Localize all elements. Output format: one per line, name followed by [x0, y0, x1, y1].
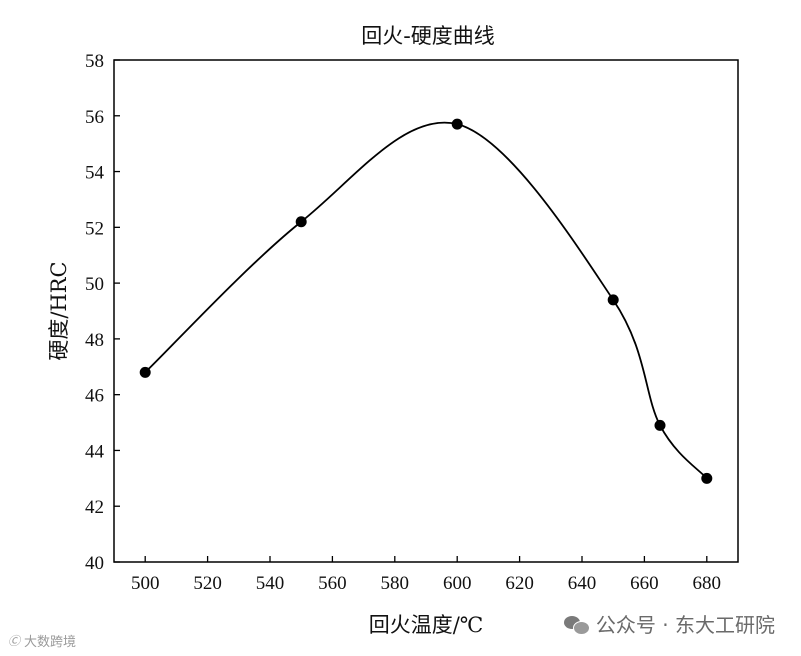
- x-tick-label: 560: [318, 573, 347, 594]
- y-tick-label: 48: [85, 330, 104, 351]
- y-tick-label: 42: [85, 497, 104, 518]
- y-axis-ticks: 40 42 44 46 48 50 52 54 56 58: [85, 51, 120, 574]
- y-tick-label: 58: [85, 51, 104, 72]
- x-axis-ticks: 500 520 540 560 580 600 620 640 660 680: [131, 556, 721, 594]
- y-tick-label: 54: [85, 163, 105, 184]
- watermark-wechat: 公众号 · 东大工研院: [563, 609, 775, 638]
- watermark-wechat-text: 公众号 · 东大工研院: [595, 613, 775, 637]
- y-axis-label: 硬度/HRC: [47, 261, 71, 360]
- x-tick-label: 520: [193, 573, 222, 594]
- data-point: [654, 419, 666, 431]
- y-tick-label: 46: [85, 386, 104, 407]
- y-tick-label: 50: [85, 274, 104, 295]
- y-tick-label: 56: [85, 107, 104, 128]
- data-point: [451, 118, 463, 130]
- series-line: [144, 121, 708, 479]
- plot-frame: [113, 59, 739, 563]
- x-tick-label: 500: [131, 573, 160, 594]
- watermark-brand: Ⓒ 大数跨境: [8, 631, 76, 650]
- x-tick-label: 600: [443, 573, 472, 594]
- wechat-icon: [563, 614, 590, 635]
- y-tick-label: 44: [85, 441, 105, 462]
- x-tick-label: 660: [630, 573, 659, 594]
- x-tick-label: 640: [568, 573, 597, 594]
- y-tick-label: 52: [85, 218, 104, 239]
- x-tick-label: 680: [693, 573, 722, 594]
- data-point: [295, 216, 307, 228]
- x-tick-label: 580: [381, 573, 410, 594]
- data-point: [607, 294, 619, 306]
- y-tick-label: 40: [85, 553, 104, 574]
- x-axis-label: 回火温度/℃: [369, 613, 484, 637]
- x-tick-label: 540: [256, 573, 285, 594]
- x-tick-label: 620: [505, 573, 534, 594]
- brand-logo-icon: Ⓒ: [8, 634, 21, 648]
- chart-title: 回火-硬度曲线: [361, 24, 495, 48]
- data-point: [701, 472, 713, 484]
- data-point: [139, 366, 151, 378]
- watermark-brand-text: 大数跨境: [24, 635, 77, 650]
- data-points: [139, 118, 713, 484]
